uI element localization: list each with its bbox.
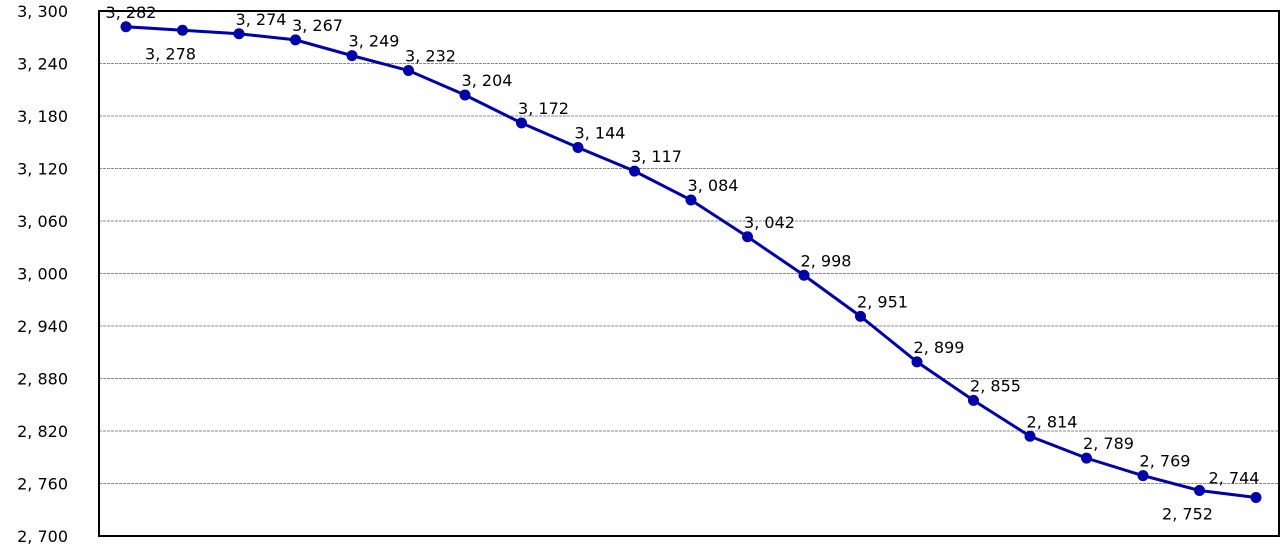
data-label: 3, 172 xyxy=(518,99,569,118)
data-point xyxy=(855,310,866,322)
data-label: 3, 144 xyxy=(575,124,626,143)
data-labels: 3, 282 3, 278 3, 274 3, 267 3, 249 3, 232 3, 2… xyxy=(106,3,1260,524)
data-label: 3, 274 xyxy=(236,10,287,29)
y-tick-label: 2, 700 xyxy=(17,527,68,546)
data-point xyxy=(742,231,753,243)
y-tick-label: 2, 940 xyxy=(17,317,68,336)
data-point xyxy=(572,142,584,153)
gridlines xyxy=(99,10,1279,484)
data-point xyxy=(516,117,527,129)
data-point xyxy=(911,356,923,368)
data-point xyxy=(1024,430,1036,442)
y-tick-label: 3, 240 xyxy=(17,55,68,74)
series-line xyxy=(125,25,1257,499)
data-point xyxy=(459,89,471,101)
data-point xyxy=(629,165,640,177)
data-label: 3, 117 xyxy=(631,147,682,166)
series-layer xyxy=(120,21,1262,503)
data-label: 3, 204 xyxy=(462,71,513,90)
data-label: 3, 278 xyxy=(145,44,196,63)
data-point xyxy=(403,65,414,76)
y-tick-label: 3, 180 xyxy=(17,107,68,126)
data-point xyxy=(1081,452,1092,464)
data-label: 2, 789 xyxy=(1083,434,1134,453)
y-tick-label: 2, 820 xyxy=(17,422,68,441)
data-label: 2, 855 xyxy=(970,376,1021,395)
y-tick-label: 3, 120 xyxy=(17,160,68,179)
data-point xyxy=(290,34,301,46)
data-label: 3, 232 xyxy=(405,47,456,66)
y-tick-label: 3, 000 xyxy=(17,265,68,284)
data-label: 2, 951 xyxy=(857,292,908,311)
y-tick-label: 3, 060 xyxy=(17,212,68,231)
y-tick-label: 3, 300 xyxy=(17,2,68,21)
data-point xyxy=(233,28,245,40)
y-tick-label: 2, 880 xyxy=(17,370,68,389)
data-point xyxy=(968,394,979,406)
data-label: 3, 042 xyxy=(744,213,795,232)
data-label: 3, 084 xyxy=(688,176,739,195)
data-point xyxy=(346,50,358,62)
data-label: 3, 267 xyxy=(292,16,343,35)
data-label: 2, 998 xyxy=(801,251,852,270)
data-point xyxy=(798,269,810,281)
plot-area-frame xyxy=(98,10,1280,537)
data-label: 2, 769 xyxy=(1140,452,1191,471)
y-tick-label: 2, 760 xyxy=(17,475,68,494)
data-label: 2, 752 xyxy=(1162,505,1213,524)
data-point xyxy=(1250,492,1262,503)
data-label: 2, 814 xyxy=(1027,412,1078,431)
data-point xyxy=(685,194,697,206)
data-label: 3, 249 xyxy=(349,32,400,51)
data-label: 2, 744 xyxy=(1209,469,1260,488)
data-point xyxy=(1194,485,1205,496)
data-label: 3, 282 xyxy=(106,3,157,22)
data-point xyxy=(177,24,188,36)
data-point xyxy=(120,21,132,33)
data-label: 2, 899 xyxy=(914,338,965,357)
y-axis-ticks: 2, 700 2, 760 2, 820 2, 880 2, 940 3, 000 3, 0… xyxy=(17,2,68,546)
data-point xyxy=(1137,470,1149,482)
